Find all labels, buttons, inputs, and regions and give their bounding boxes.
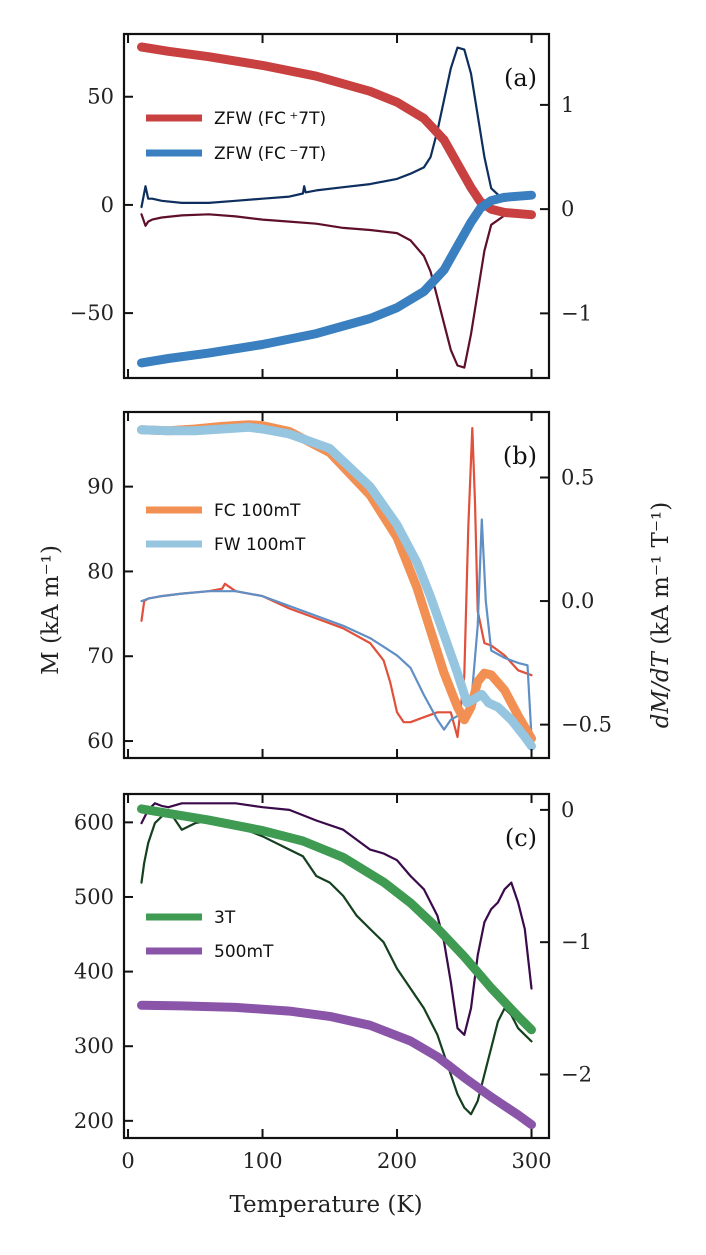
panel-c: 0 100 200 300 600 500 400 300 200 0 −1 −2 (c) 3T 500mT (74, 792, 592, 1173)
y-tick-label-left: 90 (87, 475, 114, 499)
y-tick-label-right: 0 (561, 197, 574, 221)
y-tick-label-left: 400 (74, 960, 114, 984)
x-tick-label: 0 (121, 1149, 134, 1173)
axes-frame (122, 792, 551, 1140)
axes-frame (122, 410, 551, 760)
plot-area (137, 420, 536, 751)
y-tick-label-right: 0.5 (561, 465, 594, 489)
y-tick-label-left: 600 (74, 810, 114, 834)
y-tick-label-right: −0.5 (561, 713, 612, 737)
panel-b: 90 80 70 60 0.5 0.0 −0.5 (b) FC 100mT FW 100mT (87, 410, 612, 760)
legend-label: 500mT (214, 942, 274, 962)
y-tick-label-left: 80 (87, 559, 114, 583)
legend-label: FW 100mT (214, 535, 306, 555)
y-tick-label-right: −1 (561, 930, 592, 954)
right-axis-title: dM/dT (kA m⁻¹ T⁻¹) (648, 502, 674, 728)
legend-label: ZFW (FC ⁺7T) (214, 109, 326, 129)
axes-frame (122, 32, 551, 380)
y-tick-label-right: 0 (561, 798, 574, 822)
x-tick-label: 300 (511, 1149, 551, 1173)
panel-label: (b) (503, 442, 537, 470)
series-zfw-fc-7t (137, 42, 536, 220)
y-tick-label-right: 1 (561, 93, 574, 117)
y-tick-label-left: 200 (74, 1109, 114, 1133)
y-tick-label-left: 70 (87, 644, 114, 668)
y-tick-label-left: 50 (87, 85, 114, 109)
legend: ZFW (FC ⁺7T) ZFW (FC ⁻7T) (146, 109, 326, 164)
y-tick-label-right: −2 (561, 1062, 592, 1086)
series-dm-dt-500mt (140, 802, 533, 1036)
legend-label: FC 100mT (214, 501, 301, 521)
series-dm-dt-3t (140, 808, 533, 1116)
x-tick-label: 200 (377, 1149, 417, 1173)
panel-label: (a) (504, 64, 537, 92)
y-tick-label-left: −50 (70, 301, 114, 325)
legend-label: 3T (214, 908, 236, 928)
x-tick-label: 100 (242, 1149, 282, 1173)
plot-area (137, 802, 536, 1130)
panel-label: (c) (505, 824, 537, 852)
y-tick-label-left: 0 (101, 193, 114, 217)
series-fw-100mt (137, 422, 536, 751)
series-3t (137, 804, 536, 1035)
x-axis-title: Temperature (K) (229, 1192, 422, 1218)
plot-area (137, 42, 536, 369)
right-axis-title-units: (kA m⁻¹ T⁻¹) (648, 502, 674, 652)
legend: FC 100mT FW 100mT (146, 501, 306, 555)
y-tick-label-left: 60 (87, 729, 114, 753)
series-dm-dt-fc-7t (140, 46, 533, 209)
left-axis-title: M (kA m⁻¹) (38, 545, 64, 675)
y-tick-label-right: 0.0 (561, 589, 594, 613)
series-500mt (137, 1000, 536, 1130)
y-tick-label-right: −1 (561, 301, 592, 325)
panel-a: 50 0 −50 1 0 −1 (a) ZFW (FC ⁺7T) ZFW (FC ⁻7T) (70, 32, 592, 380)
y-tick-label-left: 300 (74, 1034, 114, 1058)
legend: 3T 500mT (146, 908, 274, 962)
y-tick-label-left: 500 (74, 885, 114, 909)
legend-label: ZFW (FC ⁻7T) (214, 144, 326, 164)
series-zfw-fc-7t (137, 190, 536, 368)
right-axis-title-main: dM/dT (648, 650, 674, 728)
series-dm-dt-fc-7t (140, 213, 533, 369)
series-dm-dt-fw-100mt (140, 518, 533, 739)
